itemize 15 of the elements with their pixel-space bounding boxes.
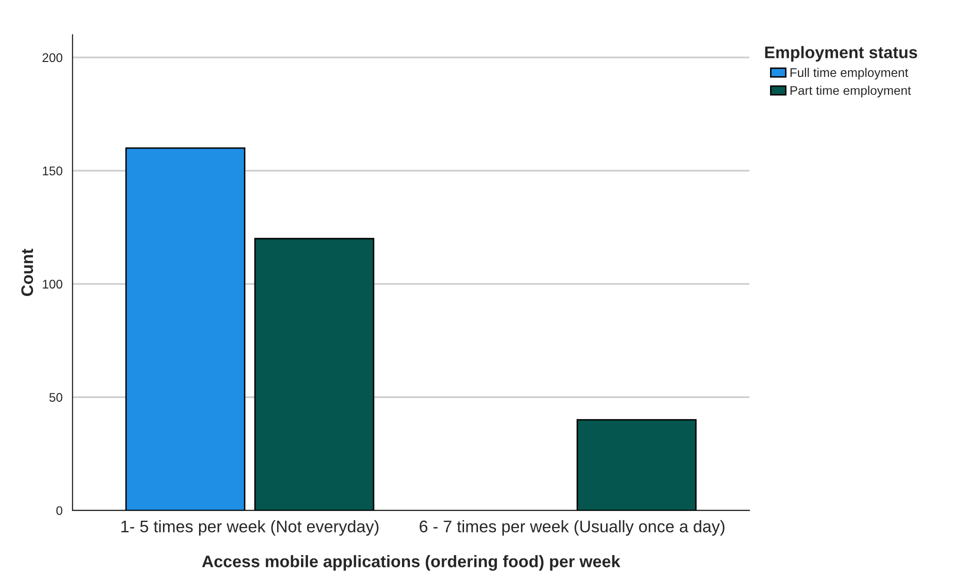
y-tick-label: 50 — [49, 392, 62, 402]
bar — [576, 419, 697, 510]
legend-title: Employment status — [765, 46, 918, 62]
y-tick-label: 0 — [56, 506, 62, 516]
y-axis-title: Count — [21, 248, 34, 296]
y-tick-label: 150 — [42, 166, 62, 176]
x-axis-title: Access mobile applications (ordering food) per week — [202, 555, 620, 571]
bar — [125, 147, 246, 510]
legend-label: Part time employment — [790, 86, 911, 98]
bar — [254, 238, 374, 510]
y-tick-label: 200 — [42, 53, 62, 62]
y-tick-label: 100 — [42, 280, 62, 289]
x-tick-label: 1- 5 times per week (Not everyday) — [121, 520, 378, 536]
legend-label: Full time employment — [790, 68, 908, 80]
x-tick-label: 6 - 7 times per week (Usually once a day) — [420, 520, 724, 536]
